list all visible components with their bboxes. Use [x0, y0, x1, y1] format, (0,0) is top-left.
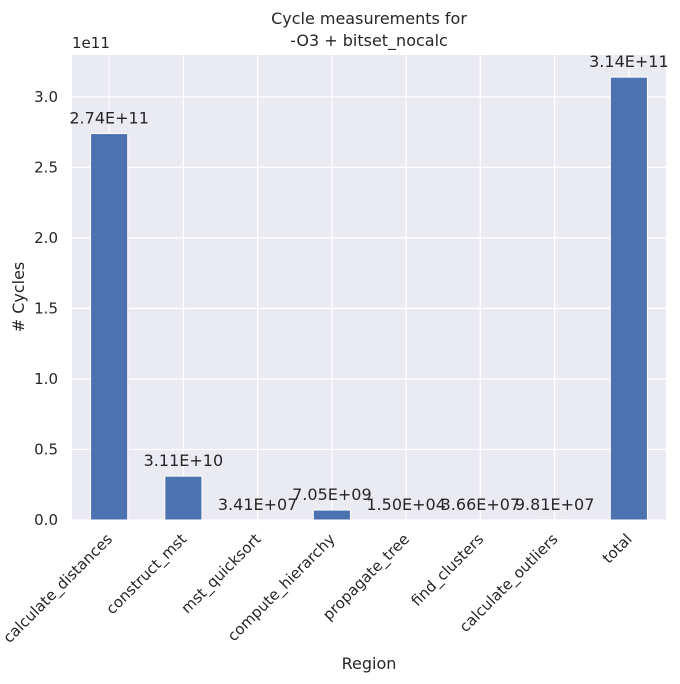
data-label: 3.41E+07 [218, 495, 298, 514]
x-tick-label: find_clusters [407, 530, 488, 611]
data-label: 3.11E+10 [144, 451, 224, 470]
y-offset-label: 1e11 [72, 34, 110, 52]
x-axis-title: Region [342, 654, 397, 673]
plot-area: 0.0 0.5 1.0 1.5 2.0 2.5 3.0 2.74E+11 3.11E+10 3.4… [0, 52, 669, 647]
y-tick-label: 2.5 [34, 158, 58, 176]
chart-title-line-1: Cycle measurements for [271, 9, 467, 28]
bar-total [609, 76, 648, 521]
data-label: 9.81E+07 [515, 495, 595, 514]
y-axis-title: # Cycles [9, 262, 28, 333]
y-tick-label: 3.0 [34, 88, 58, 106]
y-tick-label: 1.5 [34, 299, 58, 317]
y-tick-label: 0.5 [34, 440, 58, 458]
data-label: 7.05E+09 [292, 485, 372, 504]
chart-title-line-2: -O3 + bitset_nocalc [290, 31, 448, 51]
y-tick-label: 1.0 [34, 370, 58, 388]
data-label: 3.66E+07 [441, 495, 521, 514]
data-label: 3.14E+11 [589, 52, 669, 71]
plot-background [72, 55, 666, 520]
y-tick-label: 0.0 [34, 511, 58, 529]
data-label: 2.74E+11 [69, 109, 149, 128]
y-tick-label: 2.0 [34, 229, 58, 247]
x-tick-label: calculate_distances [0, 530, 117, 647]
bar-construct_mst [164, 475, 203, 521]
data-label: 1.50E+04 [366, 495, 446, 514]
bar-calculate_distances [90, 133, 129, 521]
x-tick-label: total [599, 530, 636, 567]
bar-compute_hierarchy [312, 509, 351, 521]
